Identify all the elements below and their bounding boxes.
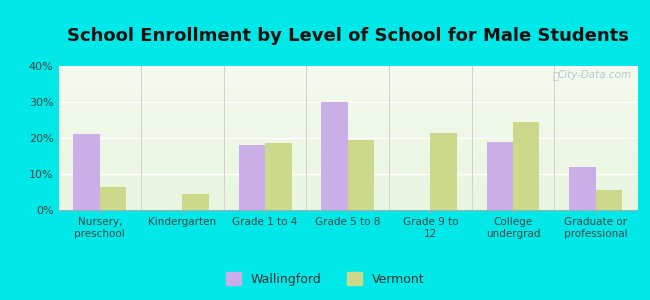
Text: School Enrollment by Level of School for Male Students: School Enrollment by Level of School for… [67, 27, 629, 45]
Bar [569, 167, 595, 210]
Bar [265, 143, 292, 210]
Bar [100, 187, 126, 210]
Bar [321, 102, 348, 210]
Bar [430, 133, 457, 210]
Bar [595, 190, 622, 210]
Bar [487, 142, 513, 210]
Bar [239, 145, 265, 210]
Text: City-Data.com: City-Data.com [557, 70, 631, 80]
Bar [73, 134, 100, 210]
Legend: Wallingford, Vermont: Wallingford, Vermont [221, 267, 429, 291]
Bar [513, 122, 540, 210]
Bar [348, 140, 374, 210]
Bar [183, 194, 209, 210]
Text: ⓘ: ⓘ [552, 70, 559, 80]
